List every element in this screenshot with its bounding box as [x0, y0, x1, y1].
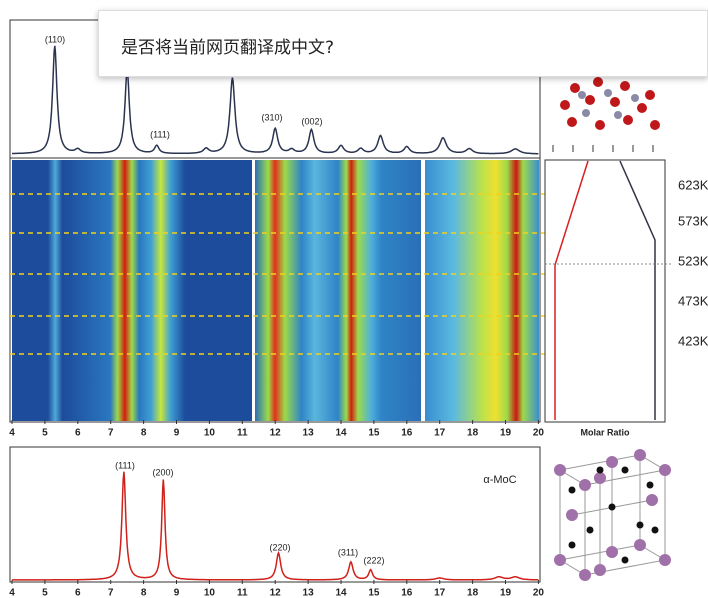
bottom-panel — [10, 447, 540, 582]
x-tick-label: 17 — [434, 428, 446, 439]
atom — [587, 527, 594, 534]
x-tick-label: 13 — [303, 428, 315, 439]
heatmap-section — [255, 160, 421, 421]
x-tick-label: 5 — [42, 588, 48, 598]
atom — [659, 554, 671, 566]
temperature-label: 473K — [678, 293, 708, 308]
x-tick-label: 9 — [174, 428, 180, 439]
atom — [554, 554, 566, 566]
x-tick-label: 8 — [141, 428, 147, 439]
atom — [637, 522, 644, 529]
atom — [647, 482, 654, 489]
x-axis-top: 4 5 6 7 8 9 10 11 12 13 14 15 16 17 18 19 20 — [9, 420, 544, 439]
x-tick-label: 8 — [141, 588, 147, 598]
peak-label: (311) — [338, 547, 358, 557]
peak-label: (111) — [115, 460, 135, 470]
temperature-label: 623K — [678, 177, 708, 192]
atom — [569, 487, 576, 494]
x-tick-label: 11 — [237, 428, 248, 439]
x-tick-label: 19 — [500, 428, 512, 439]
atom — [646, 494, 658, 506]
molar-ratio-panel — [545, 160, 665, 422]
x-tick-label: 15 — [368, 428, 380, 439]
crystal-top — [560, 77, 660, 130]
atom — [606, 456, 618, 468]
x-tick-label: 4 — [9, 588, 15, 598]
x-tick-label: 10 — [204, 588, 216, 598]
x-tick-label: 18 — [467, 588, 479, 598]
x-tick-label: 10 — [204, 428, 216, 439]
heatmap-section — [425, 160, 539, 421]
x-tick-label: 13 — [303, 588, 315, 598]
x-tick-label: 12 — [270, 588, 282, 598]
atom — [579, 479, 591, 491]
page: (110) (111) (310) (002) 4 5 6 7 8 9 10 11 12 13 14… — [0, 0, 708, 598]
heatmap-section — [12, 160, 252, 421]
x-tick-label: 5 — [42, 428, 48, 439]
molar-ratio-label: Molar Ratio — [580, 427, 630, 437]
atom — [634, 449, 646, 461]
x-tick-label: 20 — [533, 588, 545, 598]
x-tick-label: 14 — [335, 588, 347, 598]
peak-label: (222) — [363, 555, 384, 565]
figure: (110) (111) (310) (002) 4 5 6 7 8 9 10 11 12 13 14… — [0, 0, 708, 598]
atom — [609, 504, 616, 511]
peak-label: (220) — [269, 542, 290, 552]
x-tick-label: 12 — [270, 428, 282, 439]
atom — [569, 542, 576, 549]
atom — [597, 467, 604, 474]
atom — [579, 569, 591, 581]
atom — [622, 467, 629, 474]
molar-ticks — [553, 145, 653, 152]
x-tick-label: 17 — [434, 588, 446, 598]
translate-popup[interactable]: 是否将当前网页翻译成中文? — [98, 10, 708, 77]
x-tick-label: 6 — [75, 428, 81, 439]
phase-label: α-MoC — [483, 474, 516, 486]
x-tick-label: 7 — [108, 428, 114, 439]
x-tick-label: 6 — [75, 588, 81, 598]
temperature-label: 423K — [678, 333, 708, 348]
atom — [566, 509, 578, 521]
atom — [606, 546, 618, 558]
x-tick-label: 16 — [401, 588, 413, 598]
peak-label: (110) — [45, 34, 65, 44]
peak-label: (310) — [261, 112, 282, 122]
peak-label: (111) — [150, 129, 170, 139]
x-axis-bottom: 4 5 6 7 8 9 10 11 12 13 14 15 16 17 18 19 20 — [9, 580, 544, 598]
peak-label: (002) — [301, 116, 322, 126]
x-tick-label: 14 — [335, 428, 347, 439]
atom — [622, 557, 629, 564]
x-tick-label: 19 — [500, 588, 512, 598]
x-tick-label: 20 — [533, 428, 545, 439]
x-tick-label: 16 — [401, 428, 413, 439]
atom — [594, 564, 606, 576]
atom — [634, 539, 646, 551]
x-tick-label: 9 — [174, 588, 180, 598]
x-tick-label: 7 — [108, 588, 114, 598]
x-tick-label: 11 — [237, 588, 248, 598]
atom — [659, 464, 671, 476]
atom — [594, 472, 606, 484]
atom — [652, 527, 659, 534]
atom — [554, 464, 566, 476]
popup-text: 是否将当前网页翻译成中文? — [121, 33, 334, 58]
x-tick-label: 4 — [9, 428, 15, 439]
x-tick-label: 18 — [467, 428, 479, 439]
peak-label: (200) — [152, 467, 173, 477]
x-tick-label: 15 — [368, 588, 380, 598]
temperature-label: 523K — [678, 253, 708, 268]
temperature-label: 573K — [678, 213, 708, 228]
